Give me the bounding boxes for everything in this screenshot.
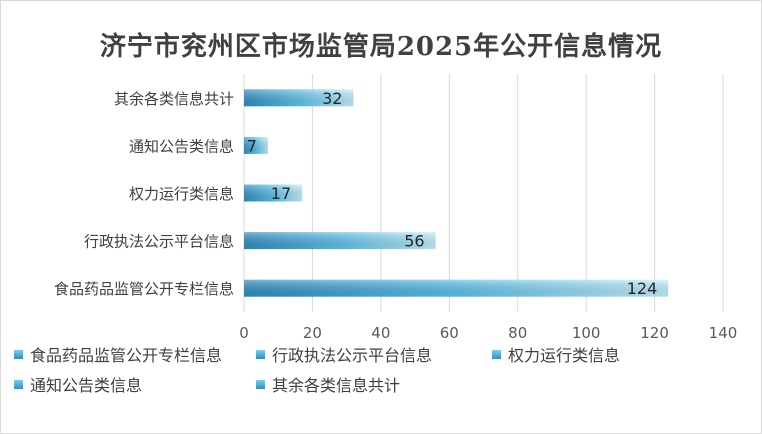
legend-label: 其余各类信息共计 bbox=[272, 376, 401, 395]
x-tick-label: 140 bbox=[709, 324, 738, 342]
legend-swatch bbox=[492, 349, 501, 359]
x-tick-label: 60 bbox=[440, 324, 459, 342]
legend-item: 权力运行类信息 bbox=[492, 343, 620, 365]
legend-item: 其余各类信息共计 bbox=[256, 373, 400, 395]
x-tick-label: 0 bbox=[239, 324, 249, 342]
legend-label: 通知公告类信息 bbox=[30, 376, 143, 395]
data-label: 124 bbox=[627, 279, 658, 298]
category-label: 权力运行类信息 bbox=[129, 185, 234, 203]
data-label: 56 bbox=[404, 232, 424, 251]
chart-legend: 食品药品监管公开专栏信息 行政执法公示平台信息 权力运行类信息通知公告类信息 其余各类… bbox=[14, 343, 754, 403]
legend-swatch bbox=[14, 379, 23, 389]
legend-label: 权力运行类信息 bbox=[508, 346, 621, 365]
bar-shade bbox=[244, 232, 436, 250]
bar-shade bbox=[244, 279, 669, 297]
legend-label: 食品药品监管公开专栏信息 bbox=[30, 346, 223, 365]
category-label: 食品药品监管公开专栏信息 bbox=[54, 280, 234, 298]
legend-swatch bbox=[14, 349, 23, 359]
bar-shade bbox=[244, 136, 268, 154]
legend-swatch bbox=[256, 379, 265, 389]
x-tick-label: 80 bbox=[508, 324, 527, 342]
bar-shade bbox=[244, 89, 354, 107]
data-label: 7 bbox=[247, 136, 257, 155]
data-label: 17 bbox=[271, 184, 291, 203]
category-label: 行政执法公示平台信息 bbox=[84, 233, 234, 251]
legend-swatch bbox=[256, 349, 265, 359]
x-tick-label: 100 bbox=[572, 324, 601, 342]
legend-label: 行政执法公示平台信息 bbox=[272, 346, 433, 365]
legend-item: 通知公告类信息 bbox=[14, 373, 142, 395]
category-label: 通知公告类信息 bbox=[129, 137, 234, 155]
bar-shade bbox=[244, 184, 303, 202]
legend-item: 食品药品监管公开专栏信息 bbox=[14, 343, 222, 365]
x-tick-label: 120 bbox=[640, 324, 669, 342]
legend-item: 行政执法公示平台信息 bbox=[256, 343, 432, 365]
x-tick-label: 40 bbox=[371, 324, 390, 342]
x-tick-label: 20 bbox=[303, 324, 322, 342]
chart-title: 济宁市兖州区市场监管局2025年公开信息情况 bbox=[99, 32, 663, 62]
data-label: 32 bbox=[322, 89, 342, 108]
category-label: 其余各类信息共计 bbox=[114, 90, 234, 108]
